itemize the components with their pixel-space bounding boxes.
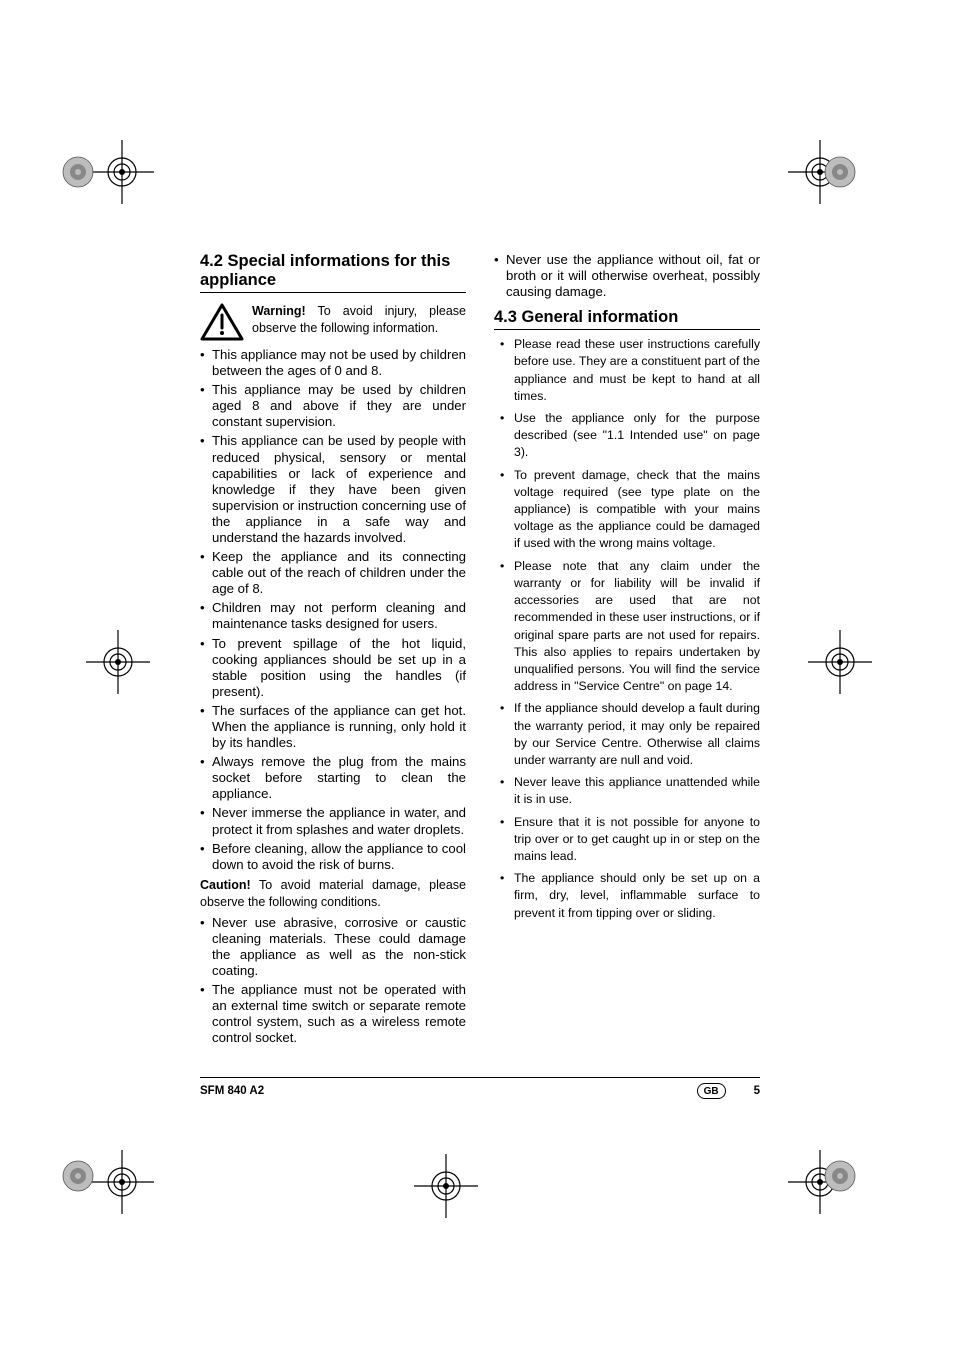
list-item: To prevent spillage of the hot liquid, c… xyxy=(200,636,466,700)
corner-mark-icon xyxy=(58,152,98,192)
two-column-layout: 4.2 Special informations for this applia… xyxy=(200,252,760,1049)
warning-text: Warning! To avoid injury, please observe… xyxy=(252,303,466,337)
list-item: This appliance can be used by people wit… xyxy=(200,433,466,546)
list-item: The appliance must not be operated with … xyxy=(200,982,466,1046)
list-item: If the appliance should develop a fault … xyxy=(494,700,760,769)
footer-model: SFM 840 A2 xyxy=(200,1085,264,1097)
list-item: Please read these user instructions care… xyxy=(494,336,760,405)
list-item: Please note that any claim under the war… xyxy=(494,558,760,696)
left-column: 4.2 Special informations for this applia… xyxy=(200,252,466,1049)
list-item: The surfaces of the appliance can get ho… xyxy=(200,703,466,751)
corner-mark-icon xyxy=(58,1156,98,1196)
footer-right-group: GB 5 xyxy=(697,1083,760,1099)
list-item: Children may not perform cleaning and ma… xyxy=(200,600,466,632)
list-item: Never use abrasive, corrosive or caustic… xyxy=(200,915,466,979)
caution-bullet-list: Never use abrasive, corrosive or caustic… xyxy=(200,915,466,1047)
heading-4-3: 4.3 General information xyxy=(494,308,760,330)
continued-bullet-list: Never use the appliance without oil, fat… xyxy=(494,252,760,300)
list-item: Use the appliance only for the purpose d… xyxy=(494,410,760,462)
list-item: Keep the appliance and its connecting ca… xyxy=(200,549,466,597)
list-item: To prevent damage, check that the mains … xyxy=(494,467,760,553)
registration-mark-icon xyxy=(808,630,872,694)
right-column: Never use the appliance without oil, fat… xyxy=(494,252,760,1049)
registration-mark-icon xyxy=(90,1150,154,1214)
registration-mark-icon xyxy=(414,1154,478,1218)
warning-bullet-list: This appliance may not be used by childr… xyxy=(200,347,466,873)
list-item: This appliance may be used by children a… xyxy=(200,382,466,430)
list-item: Always remove the plug from the mains so… xyxy=(200,754,466,802)
warning-triangle-icon xyxy=(200,303,244,341)
list-item: Ensure that it is not possible for anyon… xyxy=(494,814,760,866)
general-info-bullet-list: Please read these user instructions care… xyxy=(494,336,760,922)
registration-mark-icon xyxy=(86,630,150,694)
list-item: Never leave this appliance unattended wh… xyxy=(494,774,760,808)
page-footer: SFM 840 A2 GB 5 xyxy=(200,1077,760,1099)
footer-page-number: 5 xyxy=(754,1085,760,1097)
corner-mark-icon xyxy=(820,1156,860,1196)
list-item: Before cleaning, allow the appliance to … xyxy=(200,841,466,873)
caution-paragraph: Caution! To avoid material damage, pleas… xyxy=(200,877,466,911)
list-item: This appliance may not be used by childr… xyxy=(200,347,466,379)
warning-block: Warning! To avoid injury, please observe… xyxy=(200,303,466,341)
page-content: 4.2 Special informations for this applia… xyxy=(200,252,760,1049)
caution-label: Caution! xyxy=(200,878,251,892)
footer-lang-badge: GB xyxy=(697,1083,726,1099)
registration-mark-icon xyxy=(90,140,154,204)
heading-4-2: 4.2 Special informations for this applia… xyxy=(200,252,466,293)
list-item: Never immerse the appliance in water, an… xyxy=(200,805,466,837)
list-item: Never use the appliance without oil, fat… xyxy=(494,252,760,300)
corner-mark-icon xyxy=(820,152,860,192)
warning-label: Warning! xyxy=(252,304,306,318)
list-item: The appliance should only be set up on a… xyxy=(494,870,760,922)
